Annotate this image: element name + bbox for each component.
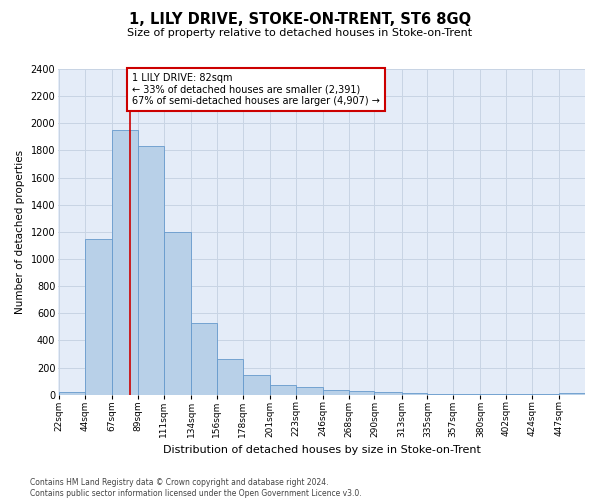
Bar xyxy=(349,391,374,394)
Bar xyxy=(243,375,270,394)
Bar xyxy=(270,384,296,394)
X-axis label: Distribution of detached houses by size in Stoke-on-Trent: Distribution of detached houses by size … xyxy=(163,445,481,455)
Text: 1 LILY DRIVE: 82sqm
← 33% of detached houses are smaller (2,391)
67% of semi-det: 1 LILY DRIVE: 82sqm ← 33% of detached ho… xyxy=(132,73,380,106)
Bar xyxy=(191,323,217,394)
Bar xyxy=(59,392,85,394)
Bar xyxy=(323,390,349,394)
Bar xyxy=(559,393,585,394)
Bar xyxy=(138,146,164,394)
Bar xyxy=(85,238,112,394)
Y-axis label: Number of detached properties: Number of detached properties xyxy=(15,150,25,314)
Text: Contains HM Land Registry data © Crown copyright and database right 2024.
Contai: Contains HM Land Registry data © Crown c… xyxy=(30,478,362,498)
Text: Size of property relative to detached houses in Stoke-on-Trent: Size of property relative to detached ho… xyxy=(127,28,473,38)
Bar xyxy=(374,392,401,394)
Text: 1, LILY DRIVE, STOKE-ON-TRENT, ST6 8GQ: 1, LILY DRIVE, STOKE-ON-TRENT, ST6 8GQ xyxy=(129,12,471,28)
Bar xyxy=(164,232,191,394)
Bar xyxy=(296,386,323,394)
Bar xyxy=(217,359,243,394)
Bar xyxy=(112,130,138,394)
